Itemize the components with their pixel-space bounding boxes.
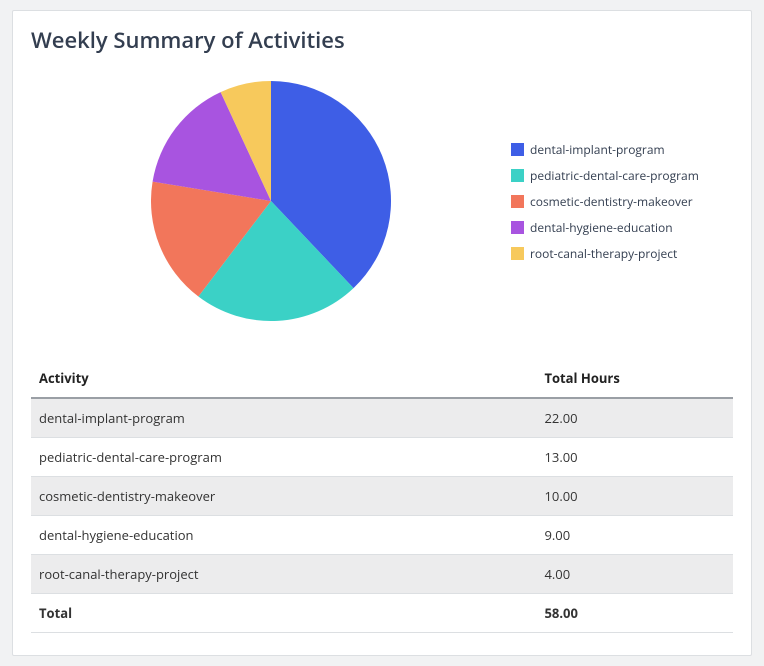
chart-legend: dental-implant-program pediatric-dental-c… bbox=[511, 141, 699, 262]
pie-chart bbox=[151, 81, 391, 321]
cell-activity: dental-implant-program bbox=[31, 398, 536, 438]
table-row: dental-implant-program22.00 bbox=[31, 398, 733, 438]
legend-label: cosmetic-dentistry-makeover bbox=[530, 193, 693, 210]
cell-hours: 22.00 bbox=[536, 398, 733, 438]
cell-activity: pediatric-dental-care-program bbox=[31, 438, 536, 477]
legend-label: dental-implant-program bbox=[530, 141, 665, 158]
legend-item: pediatric-dental-care-program bbox=[511, 167, 699, 184]
table-row: root-canal-therapy-project4.00 bbox=[31, 555, 733, 594]
cell-hours: 10.00 bbox=[536, 477, 733, 516]
col-header-activity: Activity bbox=[31, 359, 536, 398]
cell-hours: 13.00 bbox=[536, 438, 733, 477]
chart-row: dental-implant-program pediatric-dental-c… bbox=[31, 61, 733, 341]
cell-activity: root-canal-therapy-project bbox=[31, 555, 536, 594]
legend-label: pediatric-dental-care-program bbox=[530, 167, 699, 184]
cell-activity: dental-hygiene-education bbox=[31, 516, 536, 555]
legend-swatch bbox=[511, 195, 524, 208]
cell-hours: 9.00 bbox=[536, 516, 733, 555]
cell-total-hours: 58.00 bbox=[536, 594, 733, 633]
legend-swatch bbox=[511, 143, 524, 156]
legend-item: root-canal-therapy-project bbox=[511, 245, 699, 262]
summary-card: Weekly Summary of Activities dental-impl… bbox=[12, 10, 752, 656]
card-title: Weekly Summary of Activities bbox=[31, 25, 733, 55]
legend-swatch bbox=[511, 169, 524, 182]
legend-item: dental-hygiene-education bbox=[511, 219, 699, 236]
legend-item: dental-implant-program bbox=[511, 141, 699, 158]
legend-swatch bbox=[511, 221, 524, 234]
legend-label: root-canal-therapy-project bbox=[530, 245, 677, 262]
table-row: dental-hygiene-education9.00 bbox=[31, 516, 733, 555]
cell-total-label: Total bbox=[31, 594, 536, 633]
table-total-row: Total58.00 bbox=[31, 594, 733, 633]
legend-item: cosmetic-dentistry-makeover bbox=[511, 193, 699, 210]
table-header-row: Activity Total Hours bbox=[31, 359, 733, 398]
cell-activity: cosmetic-dentistry-makeover bbox=[31, 477, 536, 516]
cell-hours: 4.00 bbox=[536, 555, 733, 594]
col-header-hours: Total Hours bbox=[536, 359, 733, 398]
activity-table: Activity Total Hours dental-implant-prog… bbox=[31, 359, 733, 633]
table-row: pediatric-dental-care-program13.00 bbox=[31, 438, 733, 477]
table-row: cosmetic-dentistry-makeover10.00 bbox=[31, 477, 733, 516]
legend-swatch bbox=[511, 247, 524, 260]
legend-label: dental-hygiene-education bbox=[530, 219, 673, 236]
